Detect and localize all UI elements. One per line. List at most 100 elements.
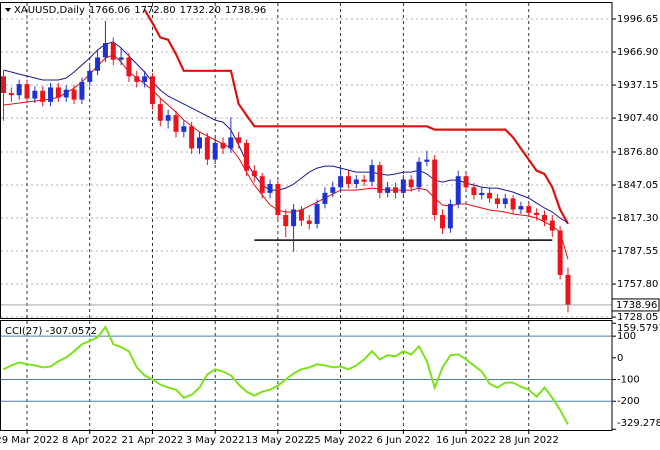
y-tick-label: 1907.40 [617, 113, 658, 124]
candle-body [149, 76, 155, 105]
candle-body [204, 137, 210, 160]
candle-body [87, 70, 93, 82]
y-tick-label: 100 [617, 331, 636, 342]
price-tag [611, 298, 660, 312]
y-tick-label: 0 [617, 353, 623, 364]
y-tick-label: 1996.65 [617, 14, 658, 25]
candle-body [518, 206, 524, 210]
candle-body [479, 192, 485, 196]
y-tick-label: 1787.55 [617, 246, 658, 257]
candle-body [63, 89, 69, 98]
candle-body [165, 115, 171, 121]
candle-body [502, 198, 508, 204]
price-plot [1, 9, 612, 313]
candle-body [369, 165, 375, 182]
candle-body [432, 159, 438, 216]
price-tag-label: 1738.96 [616, 300, 657, 311]
candle-body [455, 176, 461, 204]
y-tick-label: 1937.15 [617, 80, 658, 91]
candle-body [212, 142, 218, 160]
candle-body [71, 89, 77, 100]
axes: 1996.65 1966.90 1937.15 1907.40 1876.80 1847.… [0, 14, 660, 446]
candle-body [118, 57, 124, 60]
y-tick-label: 1728.05 [617, 312, 658, 323]
ohlc-label: 1738.96 [225, 5, 266, 16]
candle-body [24, 84, 30, 99]
candle-body [102, 43, 108, 58]
x-tick-label: 6 Jun 2022 [376, 435, 430, 446]
candle-body [8, 92, 14, 96]
candle-body [494, 198, 500, 204]
candle-body [259, 176, 265, 193]
candle-body [440, 215, 446, 229]
ohlc-label: 1766.06 [89, 5, 130, 16]
candle-body [353, 179, 359, 184]
candle-body [330, 187, 336, 193]
ohlc-label: 1732.20 [180, 5, 221, 16]
candle-body [267, 183, 273, 193]
x-tick-label: 8 Apr 2022 [62, 435, 117, 446]
candle-body [142, 76, 148, 82]
candle-body [377, 165, 383, 193]
candle-body [338, 176, 344, 188]
candle-body [463, 176, 469, 188]
candle-body [557, 230, 563, 275]
cci-last: -307.0572 [46, 326, 97, 337]
grid [1, 3, 612, 430]
symbol: XAUUSD,Daily [14, 5, 85, 16]
y-tick-label: 1847.05 [617, 180, 658, 191]
cci-line [3, 325, 569, 425]
main-pane [0, 2, 613, 319]
candle-body [408, 179, 414, 188]
candle-body [32, 90, 38, 99]
candle-body [424, 159, 430, 162]
candle-body [48, 87, 54, 102]
candle-body [393, 187, 398, 193]
candle-body [526, 206, 532, 213]
candle-body [447, 203, 453, 229]
candle-body [314, 203, 320, 224]
y-tick-label: -329.278 [617, 418, 660, 429]
candle-body [565, 274, 571, 305]
candle-body [541, 215, 547, 221]
y-tick-label: 1817.30 [617, 213, 658, 224]
candle-body [322, 192, 328, 204]
candle-body [549, 220, 555, 231]
candle-body [1, 76, 6, 93]
candle-body [275, 183, 281, 216]
candle-body [197, 137, 202, 149]
menu-triangle [5, 8, 11, 12]
candle-body [110, 43, 116, 60]
y-tick-label: 1966.90 [617, 47, 658, 58]
candle-body [283, 215, 289, 227]
candle-body [79, 81, 85, 100]
ohlc-label: 1772.80 [134, 5, 175, 16]
candle-body [345, 176, 351, 184]
candle-body [95, 57, 101, 71]
candle-body [16, 84, 22, 96]
x-tick-label: 13 May 2022 [245, 435, 310, 446]
candle-body [220, 142, 226, 149]
cci-title: CCI(27) -307.0572 [5, 326, 97, 337]
chart-title: XAUUSD,Daily 1766.06 1772.80 1732.20 1738.96 [14, 5, 266, 16]
candle-body [134, 76, 140, 82]
candle-body [416, 161, 422, 188]
candle-body [126, 57, 132, 77]
x-tick-label: 28 Jun 2022 [499, 435, 559, 446]
overlay-line [3, 41, 569, 224]
x-tick-label: 29 Mar 2022 [0, 435, 59, 446]
y-tick-label: 159.5791 [617, 323, 660, 334]
candle-body [157, 104, 163, 121]
y-tick-label: 1757.80 [617, 279, 658, 290]
x-tick-label: 21 Apr 2022 [122, 435, 184, 446]
candle-body [40, 90, 46, 102]
cci-pane [0, 320, 613, 431]
y-tick-label: 1876.80 [617, 147, 658, 158]
candle-body [173, 115, 179, 132]
candle-body [471, 187, 477, 196]
cci-name: CCI(27) [5, 326, 43, 337]
candle-body [181, 126, 187, 132]
overlay-line [143, 9, 569, 225]
candle-body [189, 126, 195, 149]
